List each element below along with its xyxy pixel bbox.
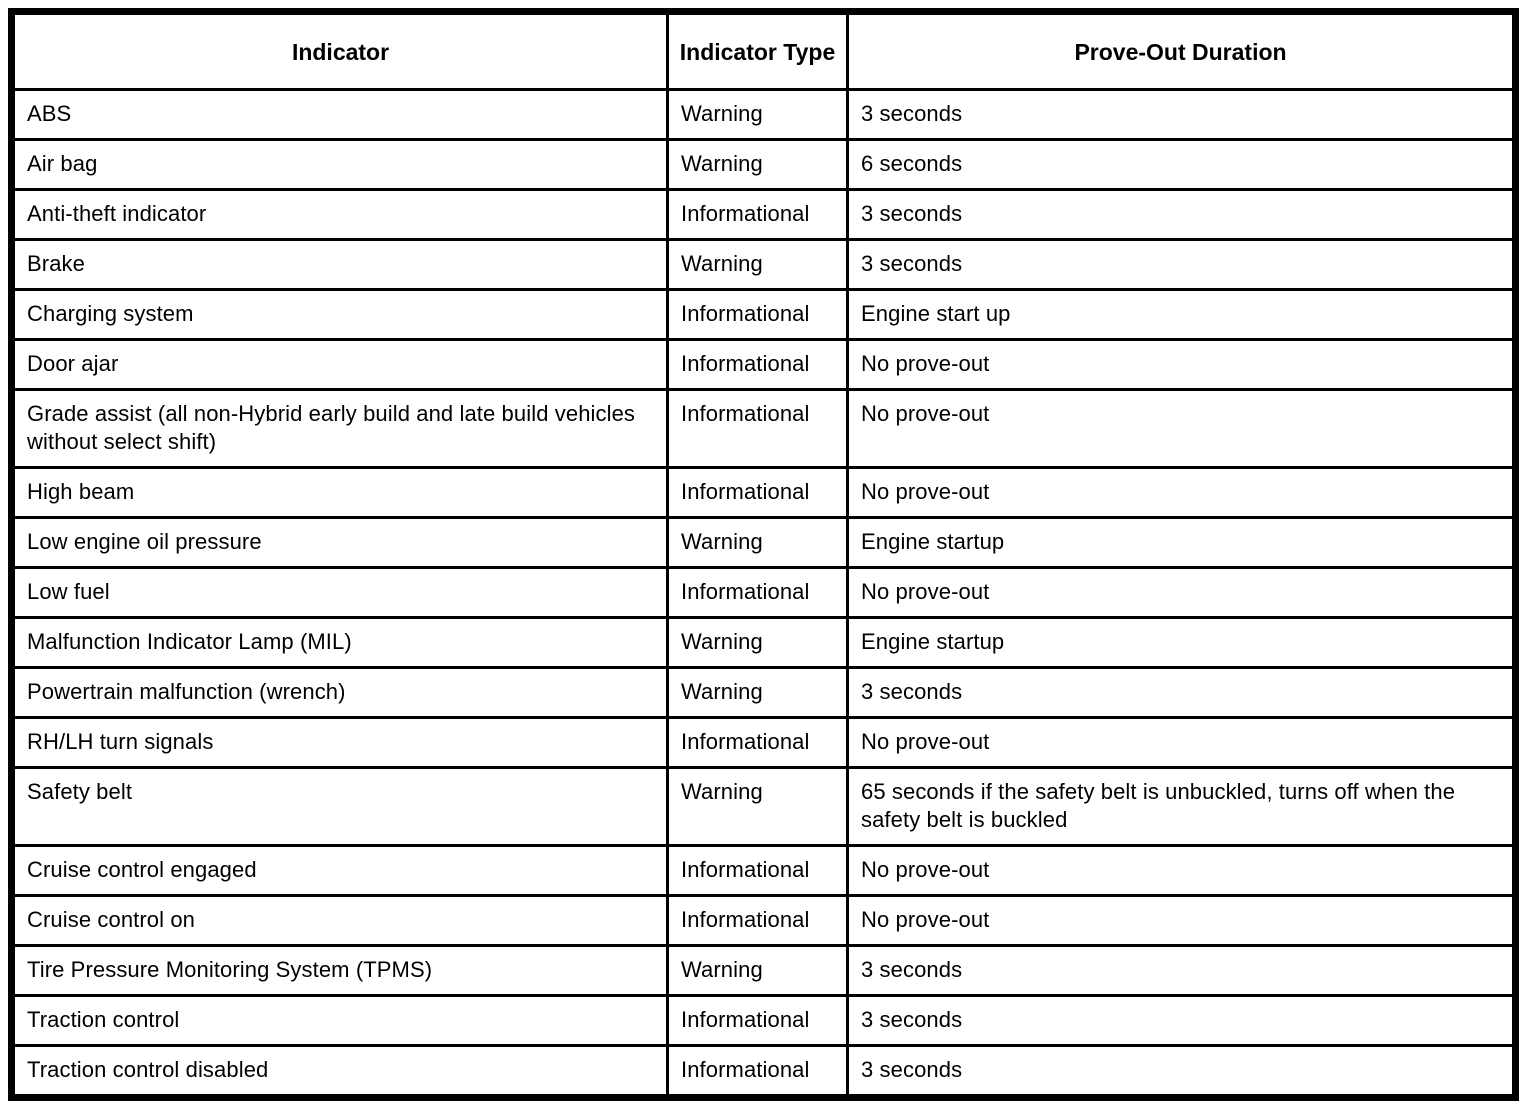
indicator-type-cell: Warning [666, 88, 849, 141]
proveout-duration-cell: No prove-out [846, 338, 1517, 391]
indicator-type-cell: Informational [666, 388, 849, 469]
column-header-indicator: Indicator [10, 10, 669, 91]
indicator-cell: Grade assist (all non-Hybrid early build… [10, 388, 669, 469]
proveout-duration-cell: 3 seconds [846, 1044, 1517, 1099]
table-header-row: Indicator Indicator Type Prove-Out Durat… [10, 10, 1517, 91]
indicator-type-cell: Warning [666, 238, 849, 291]
table-row: Anti-theft indicator Informational 3 secon… [10, 188, 1517, 241]
table-row: Tire Pressure Monitoring System (TPMS) Wa… [10, 944, 1517, 997]
indicator-type-cell: Warning [666, 766, 849, 847]
indicator-type-cell: Informational [666, 716, 849, 769]
indicator-cell: Air bag [10, 138, 669, 191]
indicator-cell: Charging system [10, 288, 669, 341]
indicator-type-cell: Warning [666, 516, 849, 569]
proveout-duration-cell: 3 seconds [846, 944, 1517, 997]
table-row: Low engine oil pressure Warning Engine sta… [10, 516, 1517, 569]
table-row: Low fuel Informational No prove-out [10, 566, 1517, 619]
indicator-cell: ABS [10, 88, 669, 141]
indicator-type-cell: Informational [666, 894, 849, 947]
table-row: Door ajar Informational No prove-out [10, 338, 1517, 391]
indicator-cell: Traction control [10, 994, 669, 1047]
indicator-type-cell: Informational [666, 994, 849, 1047]
indicator-type-cell: Informational [666, 566, 849, 619]
proveout-duration-cell: 3 seconds [846, 88, 1517, 141]
table-row: Traction control disabled Informational 3 … [10, 1044, 1517, 1099]
indicator-cell: Brake [10, 238, 669, 291]
indicator-type-cell: Warning [666, 666, 849, 719]
indicator-cell: Malfunction Indicator Lamp (MIL) [10, 616, 669, 669]
table-row: High beam Informational No prove-out [10, 466, 1517, 519]
indicator-cell: Safety belt [10, 766, 669, 847]
indicator-cell: Low engine oil pressure [10, 516, 669, 569]
indicator-type-cell: Informational [666, 338, 849, 391]
proveout-duration-cell: 3 seconds [846, 666, 1517, 719]
proveout-duration-cell: 3 seconds [846, 238, 1517, 291]
indicator-type-cell: Informational [666, 188, 849, 241]
indicator-type-cell: Informational [666, 844, 849, 897]
indicator-type-cell: Warning [666, 944, 849, 997]
column-header-indicator-type: Indicator Type [666, 10, 849, 91]
indicator-type-cell: Informational [666, 1044, 849, 1099]
table-body: ABS Warning 3 seconds Air bag Warning 6 secon… [10, 88, 1517, 1099]
proveout-duration-cell: 3 seconds [846, 994, 1517, 1047]
document-page: Indicator Indicator Type Prove-Out Durat… [8, 8, 1519, 1101]
indicator-type-cell: Informational [666, 466, 849, 519]
table-row: Charging system Informational Engine start… [10, 288, 1517, 341]
proveout-duration-cell: No prove-out [846, 466, 1517, 519]
table-row: Safety belt Warning 65 seconds if the safe… [10, 766, 1517, 847]
indicator-type-cell: Informational [666, 288, 849, 341]
proveout-duration-cell: 6 seconds [846, 138, 1517, 191]
indicator-type-cell: Warning [666, 616, 849, 669]
proveout-duration-cell: Engine startup [846, 516, 1517, 569]
indicator-type-cell: Warning [666, 138, 849, 191]
table-row: Cruise control on Informational No prove-o… [10, 894, 1517, 947]
proveout-duration-cell: Engine startup [846, 616, 1517, 669]
table-row: Traction control Informational 3 seconds [10, 994, 1517, 1047]
indicator-cell: RH/LH turn signals [10, 716, 669, 769]
proveout-duration-cell: Engine start up [846, 288, 1517, 341]
proveout-duration-cell: No prove-out [846, 844, 1517, 897]
proveout-duration-cell: No prove-out [846, 716, 1517, 769]
column-header-proveout-duration: Prove-Out Duration [846, 10, 1517, 91]
indicator-cell: Traction control disabled [10, 1044, 669, 1099]
table-row: ABS Warning 3 seconds [10, 88, 1517, 141]
table-row: Malfunction Indicator Lamp (MIL) Warning E… [10, 616, 1517, 669]
table-row: Powertrain malfunction (wrench) Warning 3 … [10, 666, 1517, 719]
proveout-duration-cell: No prove-out [846, 894, 1517, 947]
table-row: RH/LH turn signals Informational No prove-… [10, 716, 1517, 769]
proveout-duration-cell: 65 seconds if the safety belt is unbuckl… [846, 766, 1517, 847]
indicator-cell: Door ajar [10, 338, 669, 391]
indicator-cell: Anti-theft indicator [10, 188, 669, 241]
proveout-duration-cell: No prove-out [846, 566, 1517, 619]
indicator-cell: Cruise control on [10, 894, 669, 947]
indicator-cell: Powertrain malfunction (wrench) [10, 666, 669, 719]
table-row: Cruise control engaged Informational No pr… [10, 844, 1517, 897]
indicator-proveout-table: Indicator Indicator Type Prove-Out Durat… [8, 8, 1519, 1101]
indicator-cell: High beam [10, 466, 669, 519]
indicator-cell: Low fuel [10, 566, 669, 619]
table-row: Brake Warning 3 seconds [10, 238, 1517, 291]
proveout-duration-cell: 3 seconds [846, 188, 1517, 241]
proveout-duration-cell: No prove-out [846, 388, 1517, 469]
table-row: Grade assist (all non-Hybrid early build… [10, 388, 1517, 469]
indicator-cell: Tire Pressure Monitoring System (TPMS) [10, 944, 669, 997]
indicator-cell: Cruise control engaged [10, 844, 669, 897]
table-row: Air bag Warning 6 seconds [10, 138, 1517, 191]
